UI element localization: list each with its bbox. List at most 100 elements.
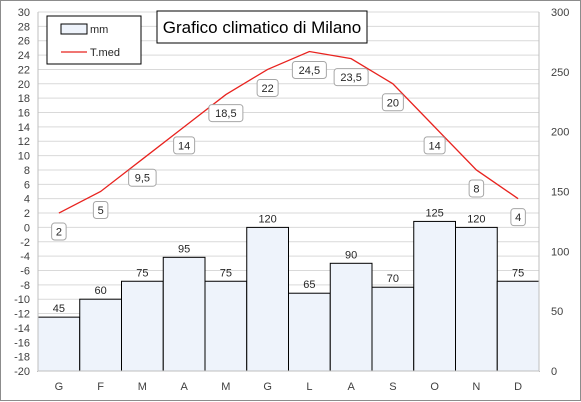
temperature-label-box xyxy=(128,168,157,187)
x-axis-tick: M xyxy=(221,381,230,393)
temperature-data-label: 20 xyxy=(387,97,399,109)
temperature-data-label: 8 xyxy=(473,183,479,195)
right-axis-tick: 200 xyxy=(551,127,569,139)
bar xyxy=(162,256,206,372)
temperature-label-box xyxy=(468,179,485,198)
left-axis-tick: 28 xyxy=(18,21,30,33)
temperature-label-box xyxy=(173,136,196,155)
left-axis-tick: 26 xyxy=(18,36,30,48)
left-axis-tick: -6 xyxy=(20,265,30,277)
left-axis-tick: -4 xyxy=(20,251,30,263)
left-axis-tick: -2 xyxy=(20,237,30,249)
temperature-data-label: 2 xyxy=(56,227,62,239)
temperature-data-label: 5 xyxy=(98,205,104,217)
x-axis-tick: O xyxy=(430,381,439,393)
bar xyxy=(329,262,373,372)
right-axis-tick: 0 xyxy=(551,366,557,378)
left-axis-tick: 16 xyxy=(18,108,30,120)
temperature-label-box xyxy=(208,104,244,123)
legend-line-label: T.med xyxy=(90,47,120,59)
left-axis-tick: 4 xyxy=(24,194,30,206)
temperature-data-label: 14 xyxy=(178,140,190,152)
temperature-label-box xyxy=(291,60,327,79)
left-axis-tick: -16 xyxy=(14,337,30,349)
x-axis-tick: D xyxy=(514,381,522,393)
bar xyxy=(204,280,248,372)
left-axis-tick: 20 xyxy=(18,79,30,91)
right-axis-tick: 100 xyxy=(551,246,569,258)
chart-title-box xyxy=(156,10,368,44)
legend-bar-swatch xyxy=(60,23,88,35)
temperature-data-label: 9,5 xyxy=(135,173,150,185)
temperature-label-box xyxy=(92,201,109,219)
x-axis-tick: S xyxy=(389,381,396,393)
bar xyxy=(496,280,540,372)
left-axis-tick: 2 xyxy=(24,208,30,220)
bar-data-label: 70 xyxy=(387,273,399,285)
temperature-label-box xyxy=(510,208,526,227)
temperature-line xyxy=(58,50,519,214)
temperature-data-label: 24,5 xyxy=(299,65,320,77)
bar xyxy=(413,220,456,372)
bar xyxy=(288,292,331,372)
bar xyxy=(79,298,122,372)
left-axis-tick: 0 xyxy=(24,222,30,234)
left-axis-tick: 6 xyxy=(24,179,30,191)
temperature-label-box xyxy=(333,68,369,87)
temperature-data-label: 14 xyxy=(429,140,441,152)
bar xyxy=(246,226,289,372)
bar-data-label: 90 xyxy=(345,249,357,261)
left-axis-tick: 18 xyxy=(18,93,30,105)
left-axis-tick: 8 xyxy=(24,165,30,177)
temperature-label-box xyxy=(381,93,404,112)
left-axis-tick: -12 xyxy=(14,309,30,321)
bar-data-label: 75 xyxy=(512,267,524,279)
x-axis-tick: L xyxy=(306,381,312,393)
legend-bar-label: mm xyxy=(90,24,108,36)
temperature-label-box xyxy=(423,136,446,155)
temperature-label-box xyxy=(256,78,279,97)
bar-data-label: 75 xyxy=(136,267,148,279)
left-axis-tick: 12 xyxy=(18,136,30,148)
bar-data-label: 95 xyxy=(178,243,190,255)
bar xyxy=(121,280,164,372)
x-axis-tick: A xyxy=(347,381,355,393)
bar-data-label: 65 xyxy=(303,279,315,291)
left-axis-tick: 10 xyxy=(18,151,30,163)
bar-data-label: 120 xyxy=(467,213,485,225)
right-axis-tick: 50 xyxy=(551,306,563,318)
right-axis-tick: 250 xyxy=(551,67,569,79)
bar xyxy=(371,286,415,372)
chart-title: Grafico climatico di Milano xyxy=(163,18,361,37)
left-axis-tick: -14 xyxy=(14,323,30,335)
left-axis-tick: -10 xyxy=(14,294,30,306)
bar-data-label: 75 xyxy=(220,267,232,279)
right-axis-tick: 150 xyxy=(551,187,569,199)
temperature-data-label: 22 xyxy=(262,83,274,95)
x-axis-tick: G xyxy=(263,381,272,393)
left-axis-tick: 30 xyxy=(18,7,30,19)
x-axis-tick: F xyxy=(97,381,104,393)
temperature-label-box xyxy=(51,222,67,241)
left-axis-tick: -8 xyxy=(20,280,30,292)
temperature-data-label: 18,5 xyxy=(215,108,236,120)
x-axis-tick: G xyxy=(55,381,64,393)
bar-data-label: 45 xyxy=(53,303,65,315)
x-axis-tick: A xyxy=(180,381,188,393)
left-axis-tick: 24 xyxy=(18,50,30,62)
left-axis-tick: 14 xyxy=(18,122,30,134)
bar xyxy=(455,226,498,372)
bar-data-label: 125 xyxy=(425,207,443,219)
x-axis-tick: M xyxy=(138,381,147,393)
bar-data-label: 120 xyxy=(258,213,276,225)
bar xyxy=(37,316,81,372)
left-axis-tick: -20 xyxy=(14,366,30,378)
temperature-data-label: 4 xyxy=(515,212,521,224)
left-axis-tick: 22 xyxy=(18,64,30,76)
x-axis-tick: N xyxy=(472,381,480,393)
right-axis-tick: 300 xyxy=(551,7,569,19)
bar-data-label: 60 xyxy=(95,285,107,297)
temperature-data-label: 23,5 xyxy=(340,72,361,84)
